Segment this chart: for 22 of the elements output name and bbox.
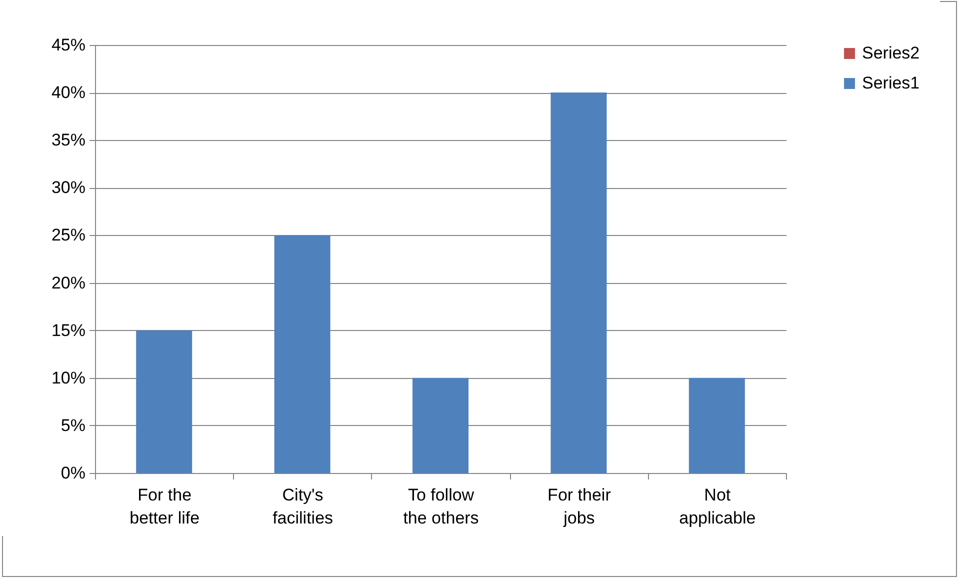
y-tick-label: 35% bbox=[51, 130, 86, 150]
y-tick-label: 25% bbox=[51, 226, 86, 245]
y-tick-label: 10% bbox=[51, 368, 86, 388]
y-tick-label: 0% bbox=[60, 464, 86, 482]
bar bbox=[136, 330, 192, 473]
y-tick-label: 15% bbox=[51, 320, 86, 340]
bar bbox=[688, 378, 745, 473]
x-tick-label: For the better life bbox=[130, 486, 200, 528]
y-tick-label: 20% bbox=[51, 273, 86, 292]
x-tick-label: To follow the others bbox=[403, 486, 479, 528]
x-tick-label: City's facilities bbox=[272, 486, 334, 528]
y-tick-label: 40% bbox=[51, 83, 86, 102]
legend-label: Series1 bbox=[862, 74, 920, 92]
bar bbox=[550, 92, 607, 473]
x-tick-label: Not applicable bbox=[679, 486, 756, 528]
y-tick-label: 45% bbox=[51, 36, 86, 54]
bar bbox=[274, 235, 330, 473]
y-tick-label: 30% bbox=[51, 178, 86, 198]
x-tick-label: For their jobs bbox=[548, 486, 612, 528]
legend-label: Series2 bbox=[862, 44, 920, 62]
y-tick-label: 5% bbox=[60, 416, 86, 435]
bar bbox=[412, 378, 468, 473]
